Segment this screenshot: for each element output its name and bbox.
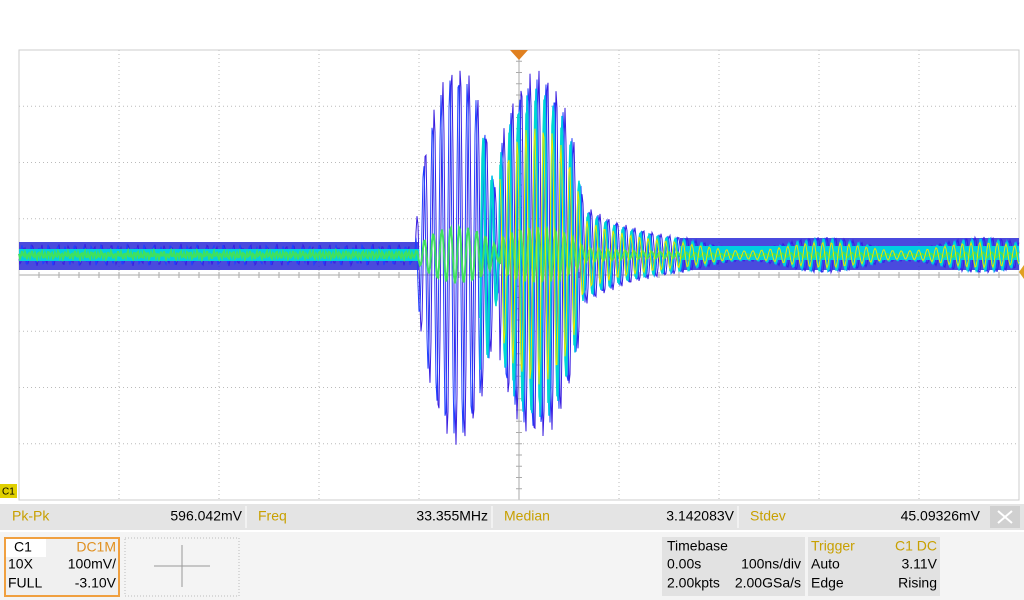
channel-name: C1	[14, 539, 32, 555]
trigger-mode: Auto	[811, 556, 840, 572]
measure-value: 33.355MHz	[416, 508, 488, 524]
channel-tab	[6, 539, 46, 557]
trigger-source: C1 DC	[895, 538, 937, 554]
trigger-level-marker	[1019, 265, 1024, 279]
timebase-box[interactable]	[662, 537, 805, 596]
trigger-level: 3.11V	[901, 556, 937, 572]
add-channel-box[interactable]	[124, 537, 240, 597]
measure-label: Stdev	[750, 508, 786, 524]
measure-label: Pk-Pk	[12, 508, 50, 524]
timebase-delay: 0.00s	[667, 556, 701, 572]
channel-marker-label: C1	[2, 487, 15, 498]
measure-value: 45.09326mV	[901, 508, 981, 524]
channel-coupling: DC1M	[76, 539, 116, 555]
channel-bandwidth: FULL	[8, 575, 42, 591]
trigger-box[interactable]	[808, 537, 940, 596]
trigger-position-marker	[510, 50, 528, 60]
timebase-scale: 100ns/div	[741, 556, 801, 572]
measure-label: Freq	[258, 508, 287, 524]
trace	[499, 128, 1020, 385]
measurements: Pk-Pk 596.042mV Freq 33.355MHz Median 3.14208…	[12, 506, 981, 528]
timebase-points: 2.00kpts	[667, 575, 720, 591]
measure-bar	[0, 504, 1024, 530]
trigger-slope: Rising	[898, 575, 937, 591]
channel-offset: -3.10V	[75, 575, 117, 591]
timebase-rate: 2.00GSa/s	[735, 575, 801, 591]
channel-scale: 100mV/	[68, 556, 116, 572]
timebase-title: Timebase	[667, 538, 728, 554]
trigger-title: Trigger	[811, 538, 855, 554]
channel-marker	[0, 484, 17, 498]
trigger-type: Edge	[811, 575, 844, 591]
measure-value: 596.042mV	[170, 508, 242, 524]
channel-probe: 10X	[8, 556, 34, 572]
waveform	[18, 70, 1020, 445]
add-icon	[154, 545, 210, 587]
close-icon	[997, 510, 1013, 524]
measure-label: Median	[504, 508, 550, 524]
measure-value: 3.142083V	[666, 508, 734, 524]
